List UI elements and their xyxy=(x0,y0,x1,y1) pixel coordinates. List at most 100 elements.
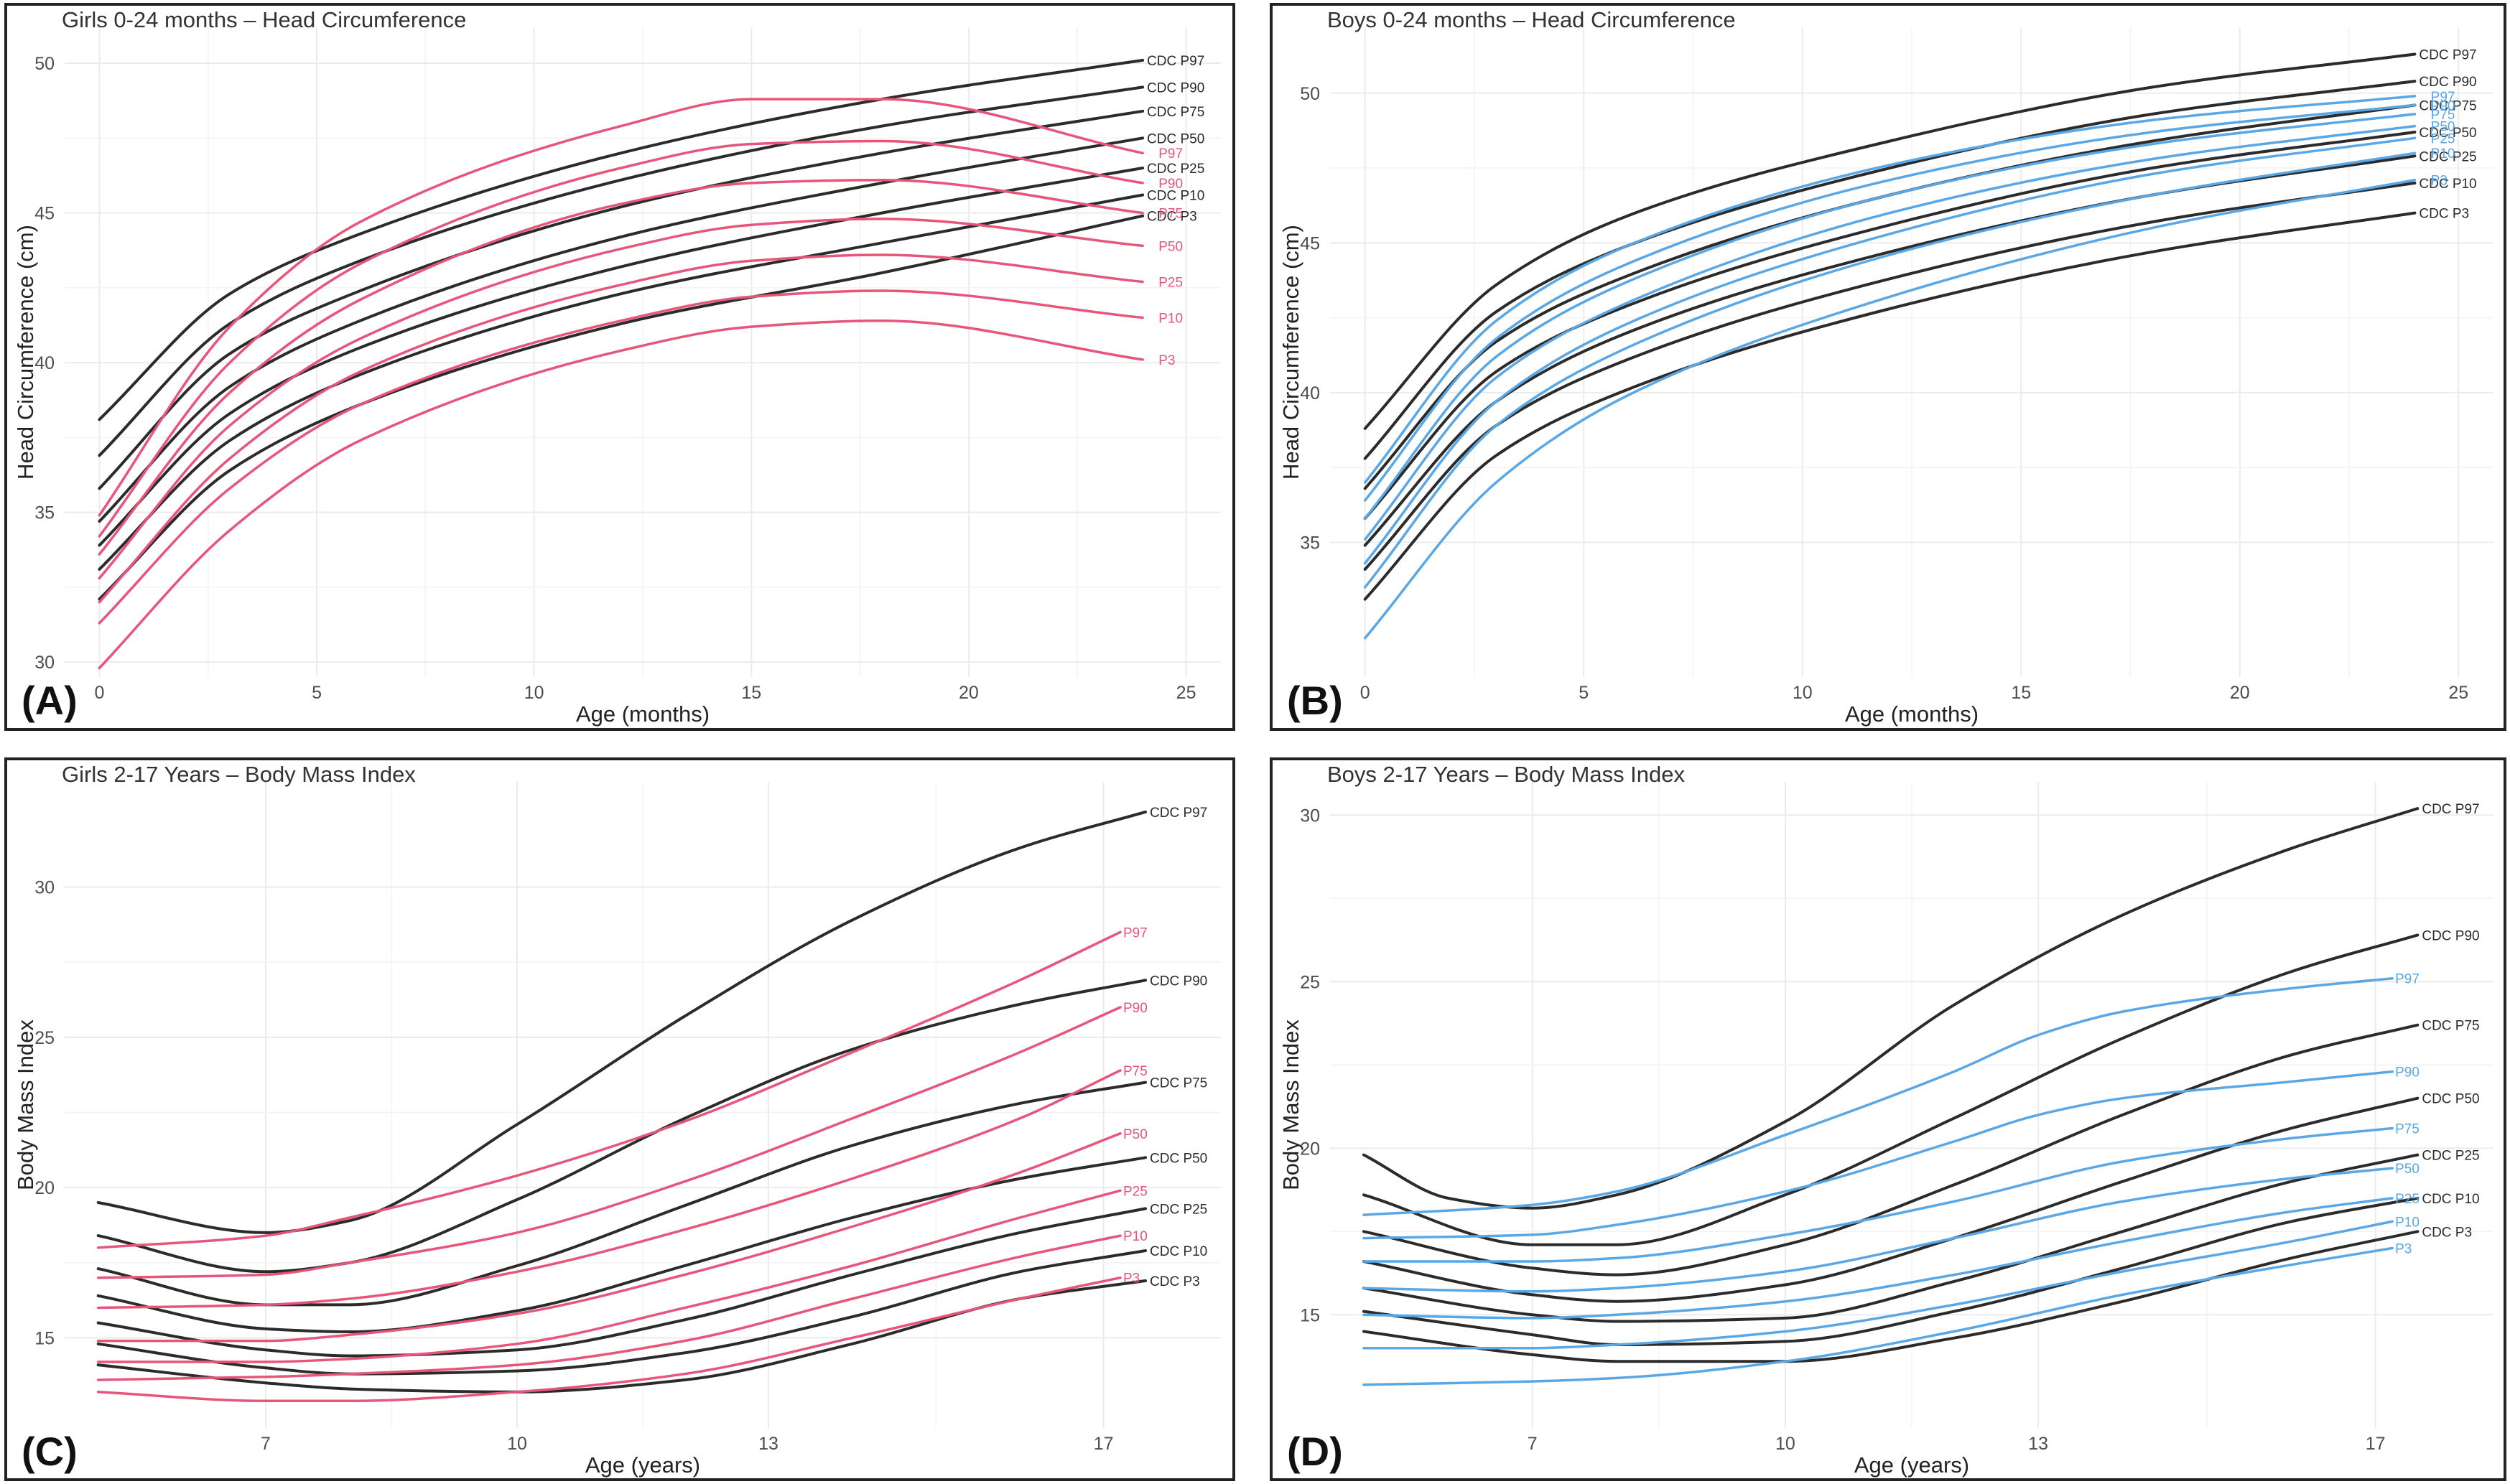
series-end-label: P50 xyxy=(1123,1127,1148,1142)
series-line-cdc-p3 xyxy=(1362,1230,2420,1363)
series-end-label: P10 xyxy=(1158,312,1183,327)
y-axis-label: Body Mass Index xyxy=(1278,1019,1303,1190)
series-end-label: P25 xyxy=(2431,131,2455,146)
x-tick-label: 10 xyxy=(507,1434,527,1454)
series-end-label: P90 xyxy=(1123,1001,1148,1016)
series-end-label: P97 xyxy=(1158,146,1183,162)
series-end-label: CDC P50 xyxy=(2419,126,2476,141)
chart-panel-a: 0 5 10 15 20 25 30 35 40 45 50 Girls 0-24 months – … xyxy=(4,3,1235,731)
series-end-label: CDC P97 xyxy=(1150,806,1207,821)
x-tick-label: 0 xyxy=(1360,683,1370,703)
y-tick-label: 50 xyxy=(1300,84,1320,104)
series-line-p75 xyxy=(96,1069,1122,1310)
series-line-p10 xyxy=(96,1234,1122,1381)
series-end-label: P10 xyxy=(1123,1229,1148,1244)
boys-head-circumference-chart: 0 5 10 15 20 25 35 40 45 50 Boys 0-24 months – Hea… xyxy=(1278,7,2493,727)
x-tick-label: 13 xyxy=(758,1434,778,1454)
series-end-label: P90 xyxy=(1158,177,1183,192)
x-tick-label: 13 xyxy=(2028,1434,2048,1454)
y-tick-label: 35 xyxy=(1300,533,1320,553)
series-end-label: CDC P75 xyxy=(2422,1019,2479,1034)
series-end-label: CDC P25 xyxy=(1147,162,1204,177)
y-tick-label: 50 xyxy=(34,54,55,74)
series-end-label: CDC P50 xyxy=(1147,131,1204,146)
series-line-p75 xyxy=(98,178,1144,556)
y-tick-label: 15 xyxy=(1300,1305,1320,1325)
series-end-label: CDC P25 xyxy=(1150,1202,1207,1217)
panel-label: (A) xyxy=(22,678,78,723)
series-line-cdc-p50 xyxy=(96,1156,1147,1334)
x-tick-label: 20 xyxy=(959,683,979,703)
y-axis-label: Head Circumference (cm) xyxy=(13,225,38,480)
y-tick-label: 40 xyxy=(34,353,55,373)
series-end-label: CDC P10 xyxy=(1150,1244,1207,1259)
series-end-label: P97 xyxy=(2395,972,2420,987)
series-end-label: CDC P97 xyxy=(2422,802,2479,817)
series-end-label: P10 xyxy=(2395,1215,2420,1230)
chart-title: Boys 2-17 Years – Body Mass Index xyxy=(1327,762,1686,787)
series-end-label: P75 xyxy=(2395,1121,2420,1137)
series-end-label: CDC P90 xyxy=(2419,75,2476,90)
x-tick-label: 10 xyxy=(524,683,544,703)
series-end-label: CDC P25 xyxy=(2422,1149,2479,1164)
series-end-label: P3 xyxy=(1158,353,1175,368)
x-tick-label: 25 xyxy=(2448,683,2468,703)
series-line-p50 xyxy=(1363,124,2417,541)
series-end-label: P25 xyxy=(1158,275,1183,290)
y-tick-label: 25 xyxy=(1300,972,1320,992)
x-tick-label: 5 xyxy=(1579,683,1589,703)
series-end-label: P75 xyxy=(1123,1064,1148,1079)
series-end-label: CDC P75 xyxy=(2419,98,2476,113)
series-line-p50 xyxy=(96,1132,1122,1343)
series-line-cdc-p97 xyxy=(96,810,1147,1234)
series-line-cdc-p25 xyxy=(96,1207,1147,1358)
series-end-label: P97 xyxy=(1123,925,1148,941)
series-line-cdc-p3 xyxy=(1363,211,2417,601)
series-end-label: P3 xyxy=(2431,174,2448,189)
series-line-cdc-p97 xyxy=(1363,52,2417,430)
series-end-label: P97 xyxy=(2431,90,2455,105)
y-axis-label: Head Circumference (cm) xyxy=(1278,225,1303,480)
series-end-label: P25 xyxy=(2395,1192,2420,1207)
x-tick-label: 15 xyxy=(2011,683,2031,703)
series-line-p25 xyxy=(98,253,1144,604)
y-tick-label: 15 xyxy=(34,1328,55,1348)
series-line-p25 xyxy=(96,1189,1122,1363)
series-end-label: P90 xyxy=(2395,1065,2420,1081)
y-tick-label: 35 xyxy=(34,503,55,523)
series-line-p25 xyxy=(1362,1197,2394,1320)
series-line-cdc-p10 xyxy=(1363,181,2417,571)
series-end-label: CDC P50 xyxy=(2422,1092,2479,1107)
series-line-cdc-p90 xyxy=(1363,80,2417,460)
series-line-p50 xyxy=(1362,1167,2394,1293)
series-end-label: CDC P3 xyxy=(2419,207,2469,222)
series-line-p10 xyxy=(1363,151,2417,589)
series-line-p90 xyxy=(96,1006,1122,1279)
series-end-label: CDC P3 xyxy=(2422,1225,2472,1240)
panel-label: (C) xyxy=(22,1429,78,1474)
series-line-cdc-p3 xyxy=(98,214,1145,601)
series-line-p97 xyxy=(98,98,1144,517)
x-axis-label: Age (months) xyxy=(1845,701,1979,727)
series-line-p3 xyxy=(1362,1246,2394,1386)
series-end-label: P75 xyxy=(1158,207,1183,222)
series-line-cdc-p50 xyxy=(98,136,1145,523)
x-tick-label: 10 xyxy=(1793,683,1813,703)
series-line-p97 xyxy=(1363,95,2417,484)
x-tick-label: 20 xyxy=(2230,683,2250,703)
series-end-label: P50 xyxy=(2431,120,2455,135)
series-line-cdc-p75 xyxy=(1362,1023,2420,1277)
series-line-p50 xyxy=(98,218,1144,580)
series-line-cdc-p90 xyxy=(96,979,1147,1274)
x-tick-label: 15 xyxy=(741,683,761,703)
series-end-label: P90 xyxy=(2431,98,2455,113)
series-line-cdc-p25 xyxy=(1362,1153,2420,1323)
series-line-p3 xyxy=(1363,178,2417,640)
chart-title: Boys 0-24 months – Head Circumference xyxy=(1327,7,1736,32)
boys-bmi-chart: 7 10 13 17 15 20 25 30 Boys 2-17 Years – Body Ma… xyxy=(1278,762,2493,1478)
x-tick-label: 10 xyxy=(1775,1434,1795,1454)
series-end-label: CDC P97 xyxy=(1147,54,1204,69)
series-end-label: CDC P10 xyxy=(2422,1192,2479,1207)
series-end-label: CDC P90 xyxy=(2422,928,2479,943)
series-line-p10 xyxy=(98,289,1144,625)
